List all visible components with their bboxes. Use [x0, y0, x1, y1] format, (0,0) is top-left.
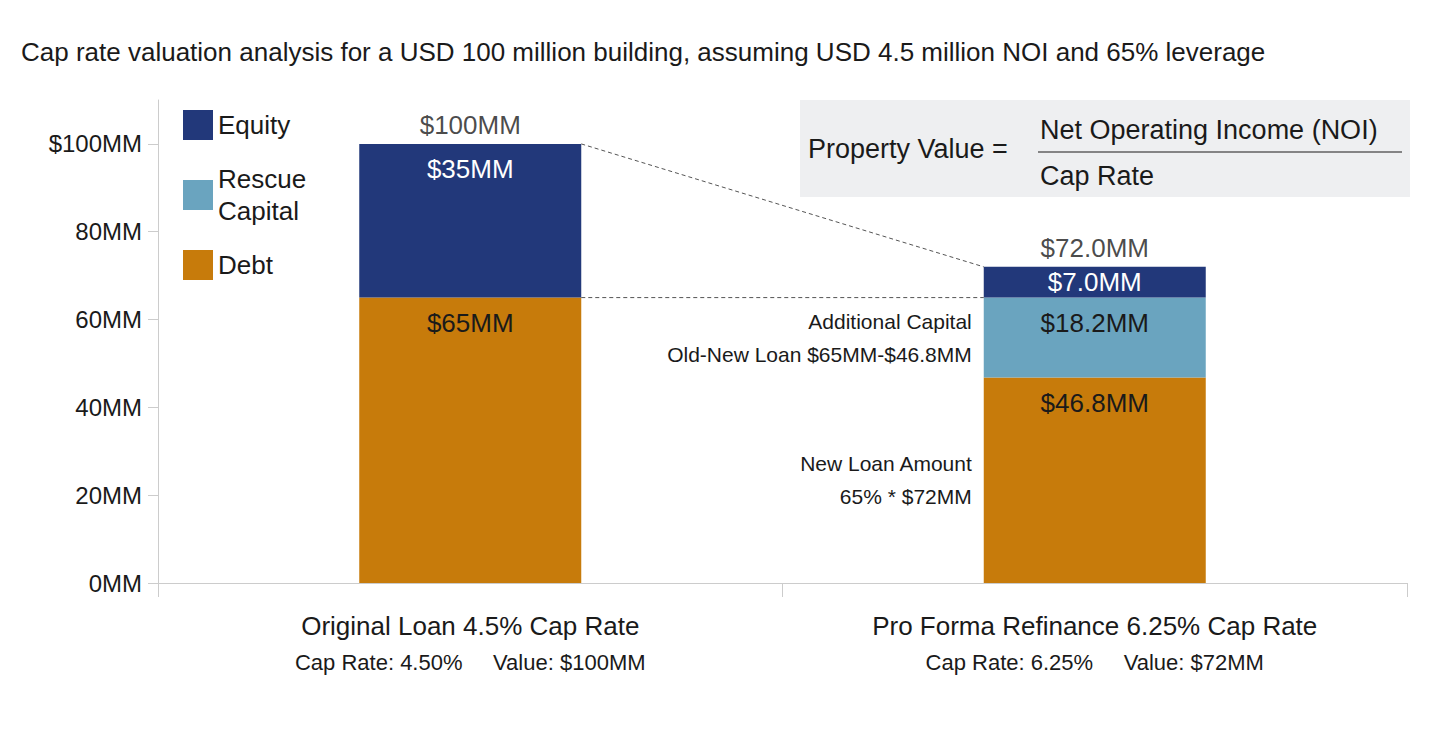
svg-text:Equity: Equity: [218, 110, 290, 140]
svg-text:$72.0MM: $72.0MM: [1041, 233, 1149, 263]
svg-text:$65MM: $65MM: [427, 308, 514, 338]
svg-text:$100MM: $100MM: [420, 110, 521, 140]
svg-text:20MM: 20MM: [75, 482, 142, 509]
svg-text:Cap Rate: 6.25% Value: $72: Cap Rate: 6.25% Value: $72MM: [926, 650, 1264, 675]
svg-text:80MM: 80MM: [75, 218, 142, 245]
svg-text:Capital: Capital: [218, 196, 299, 226]
svg-text:Property Value =: Property Value =: [808, 134, 1008, 164]
svg-text:60MM: 60MM: [75, 306, 142, 333]
svg-text:Pro Forma Refinance 6.25% Cap: Pro Forma Refinance 6.25% Cap Rate: [872, 611, 1317, 641]
svg-text:$100MM: $100MM: [49, 130, 142, 157]
svg-text:Additional Capital: Additional Capital: [808, 310, 971, 333]
svg-text:Cap rate valuation analysis fo: Cap rate valuation analysis for a USD 10…: [21, 37, 1265, 67]
svg-text:$46.8MM: $46.8MM: [1041, 388, 1149, 418]
svg-text:$7.0MM: $7.0MM: [1048, 267, 1142, 297]
svg-text:Debt: Debt: [218, 250, 274, 280]
svg-text:Rescue: Rescue: [218, 164, 313, 194]
svg-text:40MM: 40MM: [75, 394, 142, 421]
svg-text:Cap Rate: 4.50% Value: $10: Cap Rate: 4.50% Value: $100MM: [295, 650, 646, 675]
svg-text:$35MM: $35MM: [427, 154, 514, 184]
svg-text:Cap Rate: Cap Rate: [1040, 161, 1154, 191]
svg-text:Net Operating Income (NOI): Net Operating Income (NOI): [1040, 115, 1378, 145]
svg-text:$18.2MM: $18.2MM: [1041, 308, 1149, 338]
svg-text:65% * $72MM: 65% * $72MM: [840, 485, 972, 508]
svg-text:New Loan Amount: New Loan Amount: [800, 452, 972, 475]
svg-text:Old-New Loan $65MM-$46.8MM: Old-New Loan $65MM-$46.8MM: [667, 343, 972, 366]
svg-text:Original Loan 4.5% Cap Rate: Original Loan 4.5% Cap Rate: [301, 611, 639, 641]
svg-text:0MM: 0MM: [89, 570, 142, 597]
